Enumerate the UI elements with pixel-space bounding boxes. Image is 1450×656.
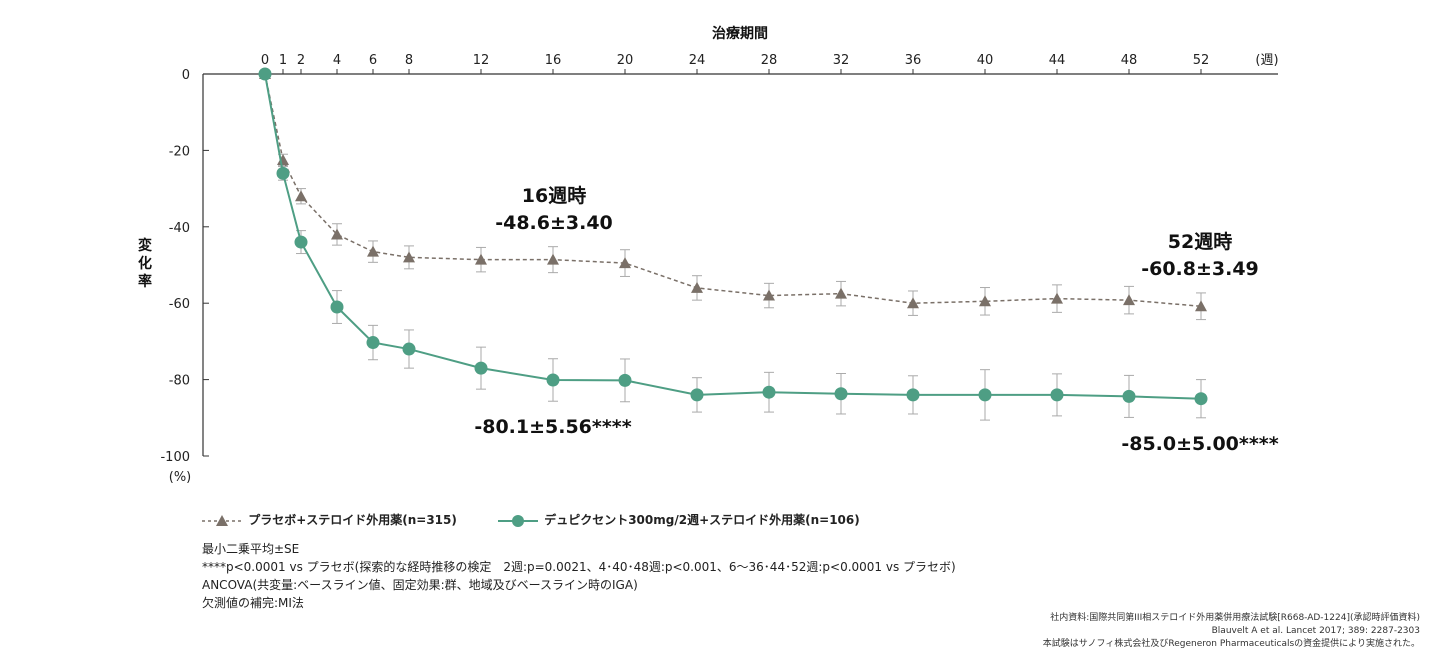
footnotes: 最小二乗平均±SE ****p<0.0001 vs プラセボ(探索的な経時推移の… [202,540,956,612]
x-tick-label: 44 [1049,53,1066,68]
y-axis-label: 変化率 [138,237,152,290]
data-point [1051,292,1063,304]
x-tick-label: 2 [297,53,305,68]
x-tick-label: 36 [905,53,922,68]
data-point [1194,392,1208,406]
x-tick-label: 24 [689,53,706,68]
data-point [834,387,848,401]
y-tick-label: -40 [169,221,190,236]
annotation-16w-dupixent: -80.1±5.56**** [474,416,631,438]
data-point [367,245,379,257]
data-point [475,253,487,265]
data-point [691,281,703,293]
x-tick-label: 32 [833,53,850,68]
reference-funding: 本試験はサノフィ株式会社及びRegeneron Pharmaceuticalsの… [1042,639,1420,649]
data-point [907,297,919,309]
data-point [330,300,344,314]
data-point [366,336,380,350]
data-point [978,388,992,402]
data-point [906,388,920,402]
data-point [295,190,307,202]
x-tick-label: 52 [1193,53,1210,68]
data-point [258,67,272,81]
series-dupixent [258,67,1208,421]
x-tick-label: 6 [369,53,377,68]
footnote-pvalues: ****p<0.0001 vs プラセボ(探索的な経時推移の検定 2週:p=0.… [202,560,956,574]
data-point [547,253,559,265]
x-tick-label: 1 [279,53,287,68]
data-point [403,251,415,263]
legend-label-dupixent: デュピクセント300mg/2週+ステロイド外用薬(n=106) [544,513,860,527]
axes: 0 1 2 4 6 8 12 16 20 24 28 32 36 40 44 48 52 (週)0-20-40-6… [160,53,1278,485]
data-point [276,166,290,180]
data-point [294,235,308,249]
data-point [690,388,704,402]
footnote-ls-mean: 最小二乗平均±SE [202,542,300,556]
x-tick-label: 48 [1121,53,1138,68]
y-tick-label: -20 [169,144,190,159]
data-point [331,228,343,240]
footnote-imputation: 欠測値の補完:MI法 [202,596,304,610]
x-tick-label: 20 [617,53,634,68]
data-point [762,385,776,399]
series-placebo [259,68,1207,321]
legend-item-placebo: プラセボ+ステロイド外用薬(n=315) [200,511,457,528]
annotation-52w-value: -60.8±3.49 [1141,258,1259,280]
x-tick-label: 12 [473,53,490,68]
chart-title: 治療期間 [712,25,768,42]
y-tick-label: -60 [169,297,190,312]
footnote-ancova: ANCOVA(共変量:ベースライン値、固定効果:群、地域及びベースライン時のIG… [202,578,638,592]
data-point [1122,389,1136,403]
legend-marker-circle-icon [498,514,538,527]
data-point [1050,388,1064,402]
legend-marker-triangle-icon [202,514,242,526]
x-tick-label: 28 [761,53,778,68]
y-tick-label: -80 [169,374,190,389]
legend-label-placebo: プラセボ+ステロイド外用薬(n=315) [248,513,457,527]
x-tick-label: 4 [333,53,341,68]
x-tick-label: 8 [405,53,413,68]
y-axis-unit: (%) [169,470,192,485]
x-tick-label: 40 [977,53,994,68]
data-point [619,257,631,269]
x-tick-label: 16 [545,53,562,68]
data-point [979,295,991,307]
x-tick-label: 0 [261,53,269,68]
series-line [264,73,1202,308]
data-point [835,287,847,299]
annotation-16w-label: 16週時 [522,185,586,207]
legend-item-dupixent: デュピクセント300mg/2週+ステロイド外用薬(n=106) [496,511,860,528]
annotation-52w-label: 52週時 [1168,231,1232,253]
data-point [763,289,775,301]
data-point [474,361,488,375]
data-point [402,342,416,356]
reference-internal: 社内資料:国際共同第III相ステロイド外用薬併用療法試験[R668-AD-122… [1050,613,1420,623]
annotation-16w-value: -48.6±3.40 [495,212,613,234]
y-tick-label: 0 [182,68,190,83]
data-point [1123,294,1135,306]
references: 社内資料:国際共同第III相ステロイド外用薬併用療法試験[R668-AD-122… [1043,612,1420,651]
annotation-52w-dupixent: -85.0±5.00**** [1121,433,1278,455]
data-point [618,373,632,387]
data-point [546,373,560,387]
y-tick-label: -100 [160,450,190,465]
data-point [1195,300,1207,312]
x-axis-unit: (週) [1255,53,1278,68]
series-layer [258,67,1208,421]
reference-lancet: Blauvelt A et al. Lancet 2017; 389: 2287… [1211,626,1420,636]
